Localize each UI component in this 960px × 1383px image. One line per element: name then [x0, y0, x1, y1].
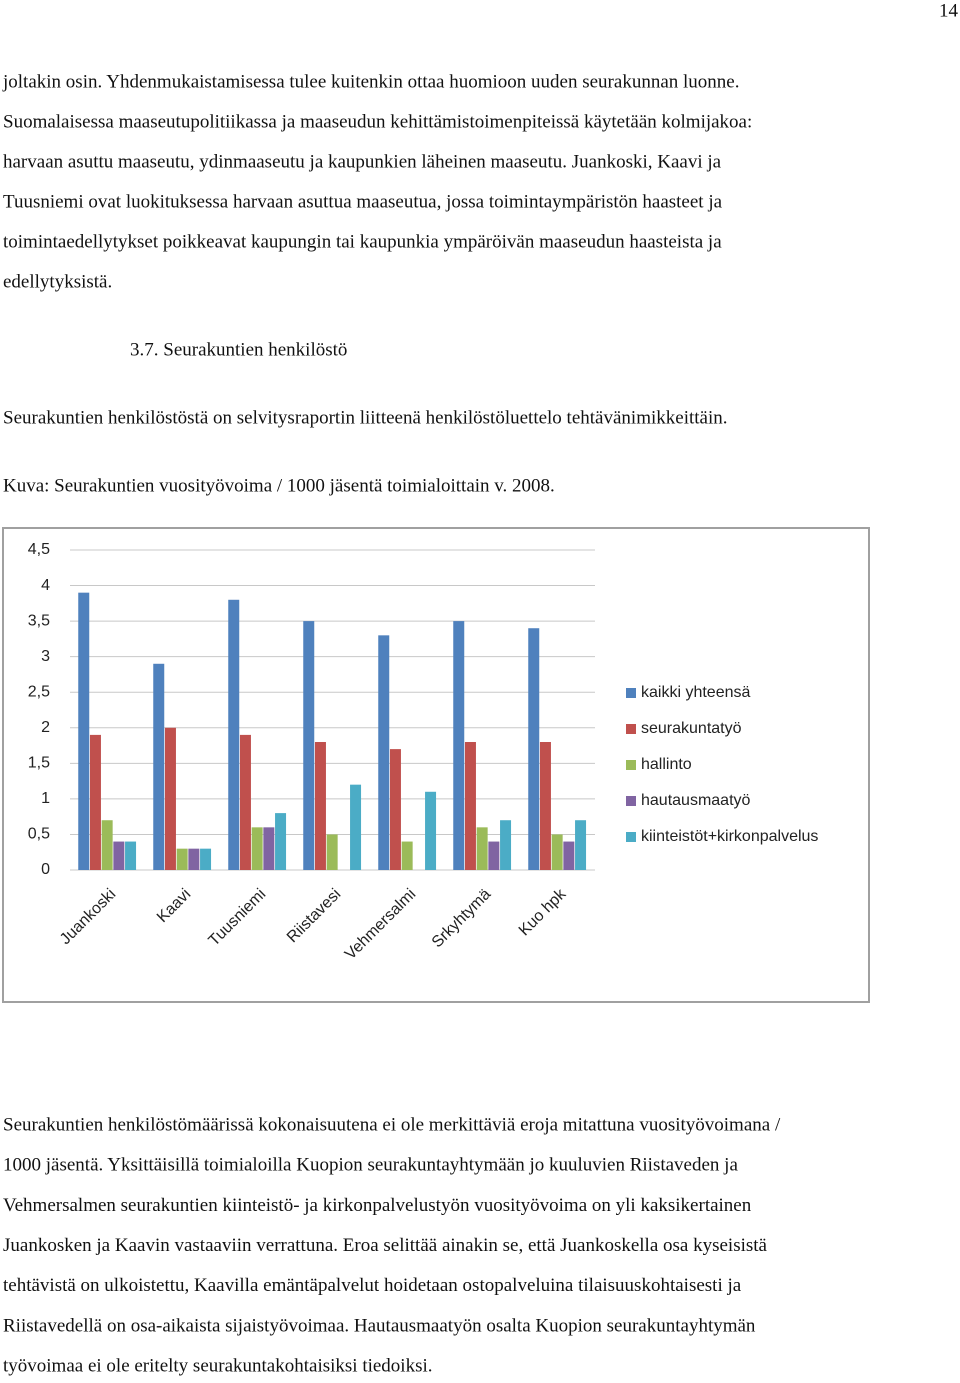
bar	[200, 848, 212, 870]
y-tick-label: 2	[41, 719, 50, 736]
legend-label: kaikki yhteensä	[641, 684, 750, 701]
legend-swatch	[626, 760, 636, 770]
bar	[113, 841, 125, 870]
paragraph-line: työvoimaa ei ole eritelty seurakuntakoht…	[3, 1356, 433, 1377]
y-tick-label: 4,5	[28, 541, 50, 558]
legend-swatch	[626, 688, 636, 698]
bar	[263, 827, 275, 870]
bar	[314, 742, 326, 870]
bar	[303, 621, 315, 870]
legend-label: seurakuntatyö	[641, 720, 742, 737]
bar	[551, 834, 563, 870]
legend-swatch	[626, 832, 636, 842]
paragraph-line: Suomalaisessa maaseutupolitiikassa ja ma…	[3, 111, 752, 132]
bar	[101, 820, 113, 870]
bar	[389, 749, 401, 870]
bar	[228, 599, 240, 870]
legend-label: kiinteistöt+kirkonpalvelus	[641, 828, 818, 845]
bar	[153, 663, 165, 870]
bar	[425, 791, 437, 870]
paragraph-line: Juankosken ja Kaavin vastaaviin verrattu…	[3, 1235, 768, 1256]
y-tick-label: 0,5	[28, 826, 50, 843]
bar	[326, 834, 338, 870]
paragraph-line: harvaan asuttu maaseutu, ydinmaaseutu ja…	[3, 151, 722, 172]
bar	[453, 621, 465, 870]
legend-swatch	[626, 796, 636, 806]
bar	[164, 727, 176, 870]
bar	[176, 848, 188, 870]
bar	[401, 841, 413, 870]
paragraph-line: joltakin osin. Yhdenmukaistamisessa tule…	[2, 71, 739, 92]
bar	[528, 628, 540, 870]
page-number: 14	[939, 0, 959, 21]
paragraph-line: Riistavedellä on osa-aikaista sijaistyöv…	[3, 1315, 756, 1336]
bar	[488, 841, 500, 870]
paragraph-line: Seurakuntien henkilöstömäärissä kokonais…	[3, 1114, 781, 1135]
chart-frame	[2, 527, 870, 1003]
y-tick-label: 1,5	[28, 755, 50, 772]
legend-swatch	[626, 724, 636, 734]
bar	[575, 820, 587, 870]
bar	[539, 742, 551, 870]
bar	[239, 734, 251, 870]
bar	[500, 820, 512, 870]
y-tick-label: 4	[41, 577, 50, 594]
bar	[350, 784, 362, 870]
legend-label: hautausmaatyö	[641, 792, 751, 809]
y-tick-label: 0	[41, 861, 50, 878]
paragraph-line: Tuusniemi ovat luokituksessa harvaan asu…	[3, 191, 723, 212]
bar	[563, 841, 575, 870]
paragraph-line: toimintaedellytykset poikkeavat kaupungi…	[3, 231, 722, 252]
y-tick-label: 3,5	[28, 612, 50, 629]
paragraph-line: edellytyksistä.	[3, 271, 112, 292]
bar	[188, 848, 200, 870]
heading: 3.7. Seurakuntien henkilöstö	[130, 339, 347, 360]
figure-caption: Kuva: Seurakuntien vuosityövoima / 1000 …	[3, 475, 555, 496]
y-tick-label: 3	[41, 648, 50, 665]
bar	[251, 827, 263, 870]
paragraph-line: tehtävistä on ulkoistettu, Kaavilla emän…	[3, 1275, 742, 1296]
paragraph: Seurakuntien henkilöstöstä on selvitysra…	[3, 407, 728, 428]
bar	[275, 813, 287, 870]
y-tick-label: 2,5	[28, 683, 50, 700]
bar	[476, 827, 488, 870]
bar	[125, 841, 137, 870]
bar	[378, 635, 390, 870]
paragraph-line: Vehmersalmen seurakuntien kiinteistö- ja…	[3, 1195, 752, 1216]
paragraph-line: 1000 jäsentä. Yksittäisillä toimialoilla…	[3, 1155, 738, 1176]
bar	[464, 742, 476, 870]
bar	[89, 734, 101, 870]
legend-label: hallinto	[641, 756, 692, 773]
bar	[78, 592, 90, 870]
y-tick-label: 1	[41, 790, 50, 807]
